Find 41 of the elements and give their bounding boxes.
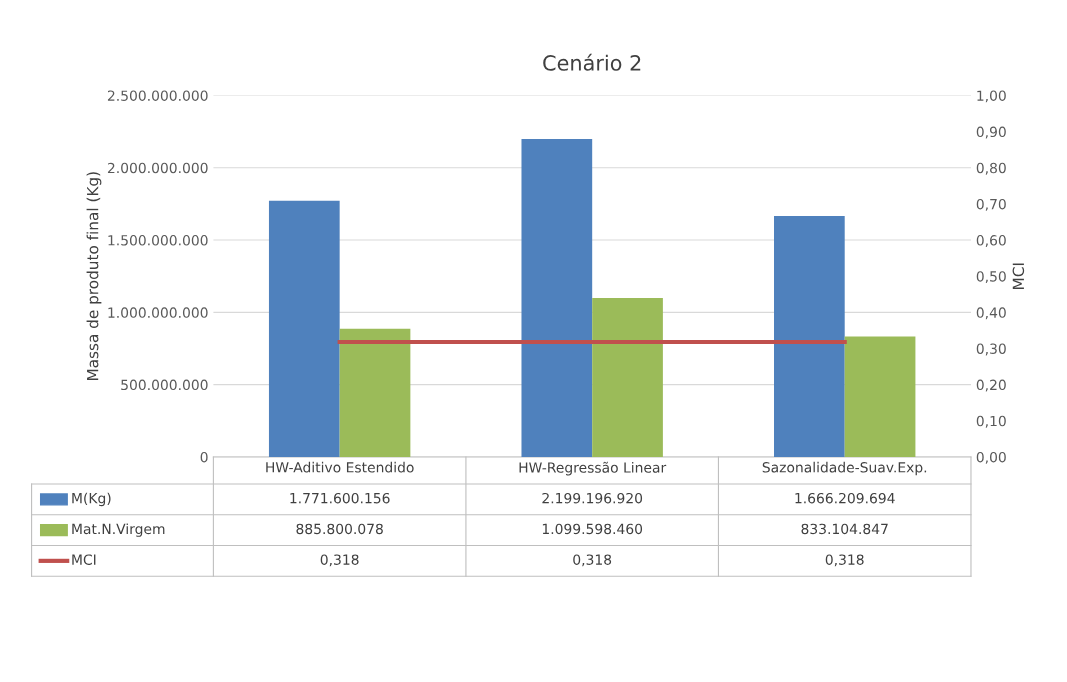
data-label: 1.099.598.460 [542,523,643,535]
data-label: 1.666.209.694 [795,492,895,504]
x-tick-label: HW-Regressão Linear [519,461,667,476]
legend-label: Mat.N.Virgem [72,523,165,537]
data-label: 1.771.600.156 [290,492,390,504]
y2-tick-label: 0,60 [976,235,1006,247]
y2-tick-label: 0,70 [976,198,1006,211]
y2-tick-label: 0,90 [976,126,1006,139]
y2-tick-label: 0,50 [976,271,1006,284]
bar [521,138,593,457]
bar [339,328,411,457]
y2-tick-label: 0,10 [976,415,1006,428]
bar [844,336,916,457]
y2-axis-title: MCI [1012,263,1025,289]
data-label: 0,318 [825,554,864,567]
data-label: 885.800.078 [296,523,383,535]
legend-label: MCI [72,554,96,565]
data-label: 2.199.196.920 [542,492,643,504]
legend-label: M(Kg) [72,492,111,507]
data-label: 0,318 [573,554,612,567]
y-tick-label: 500.000.000 [121,379,208,391]
bar [268,200,340,457]
data-label: 833.104.847 [801,523,888,535]
y-tick-label: 0 [200,451,208,463]
chart-title: Cenário 2 [543,53,641,71]
bar [592,297,663,457]
y2-tick-label: 1,00 [977,90,1006,103]
y-tick-label: 1.000.000.000 [108,307,208,318]
data-label: 0,318 [320,554,359,567]
y2-tick-label: 0,80 [976,162,1006,175]
bar [774,216,845,457]
x-tick-label: Sazonalidade-Suav.Exp. [762,461,927,476]
x-tick-label: HW-Aditivo Estendido [266,461,414,473]
y2-tick-label: 0,00 [976,451,1006,464]
y2-tick-label: 0,20 [976,379,1006,392]
y2-tick-label: 0,30 [976,343,1006,356]
y-tick-label: 1.500.000.000 [108,235,208,246]
y2-tick-label: 0,40 [976,307,1006,320]
y-axis-title: Massa de produto final (Kg) [86,172,102,381]
y-tick-label: 2.500.000.000 [107,90,208,101]
y-tick-label: 2.000.000.000 [107,162,208,174]
